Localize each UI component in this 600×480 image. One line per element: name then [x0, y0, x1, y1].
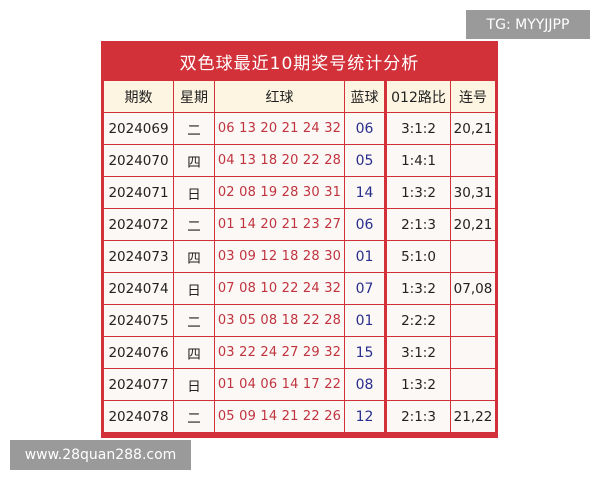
- consecutive-cell: [450, 304, 496, 337]
- red-balls-cell: 03 22 24 27 29 32: [214, 336, 345, 369]
- issue-cell: 2024069: [103, 112, 174, 145]
- weekday-cell: 二: [173, 112, 215, 145]
- weekday-cell: 日: [173, 176, 215, 209]
- consecutive-cell: [450, 240, 496, 273]
- weekday-cell: 二: [173, 400, 215, 433]
- blue-ball-cell: 15: [344, 336, 386, 369]
- consecutive-cell: 20,21: [450, 112, 496, 145]
- table-row: 2024071 日 02 08 19 28 30 31 14 1:3:2 30,31: [103, 176, 496, 209]
- table-title: 双色球最近10期奖号统计分析: [179, 54, 420, 74]
- red-balls-cell: 03 09 12 18 28 30: [214, 240, 345, 273]
- table-row: 2024077 日 01 04 06 14 17 22 08 1:3:2: [103, 368, 496, 401]
- weekday-cell: 四: [173, 144, 215, 177]
- blue-ball-cell: 08: [344, 368, 386, 401]
- issue-cell: 2024076: [103, 336, 174, 369]
- blue-ball-cell: 01: [344, 240, 386, 273]
- issue-cell: 2024078: [103, 400, 174, 433]
- weekday-cell: 二: [173, 304, 215, 337]
- header-red-balls: 红球: [214, 80, 345, 113]
- consecutive-cell: [450, 144, 496, 177]
- table-row: 2024073 四 03 09 12 18 28 30 01 5:1:0: [103, 240, 496, 273]
- issue-cell: 2024073: [103, 240, 174, 273]
- ratio-cell: 1:3:2: [384, 368, 451, 401]
- weekday-cell: 日: [173, 368, 215, 401]
- consecutive-cell: [450, 368, 496, 401]
- blue-ball-cell: 14: [344, 176, 386, 209]
- ratio-cell: 1:4:1: [384, 144, 451, 177]
- red-balls-cell: 03 05 08 18 22 28: [214, 304, 345, 337]
- red-balls-cell: 01 14 20 21 23 27: [214, 208, 345, 241]
- header-row: 期数 星期 红球 蓝球 012路比 连号: [103, 80, 496, 113]
- ratio-cell: 1:3:2: [384, 272, 451, 305]
- issue-cell: 2024070: [103, 144, 174, 177]
- table-row: 2024070 四 04 13 18 20 22 28 05 1:4:1: [103, 144, 496, 177]
- red-balls-cell: 06 13 20 21 24 32: [214, 112, 345, 145]
- weekday-cell: 二: [173, 208, 215, 241]
- watermark-bottom: www.28quan288.com: [10, 440, 191, 470]
- issue-cell: 2024077: [103, 368, 174, 401]
- ratio-cell: 2:2:2: [384, 304, 451, 337]
- ratio-cell: 3:1:2: [384, 112, 451, 145]
- blue-ball-cell: 01: [344, 304, 386, 337]
- header-issue: 期数: [103, 80, 174, 113]
- issue-cell: 2024072: [103, 208, 174, 241]
- header-blue-ball: 蓝球: [344, 80, 386, 113]
- weekday-cell: 四: [173, 336, 215, 369]
- red-balls-cell: 01 04 06 14 17 22: [214, 368, 345, 401]
- ratio-cell: 2:1:3: [384, 400, 451, 433]
- blue-ball-cell: 06: [344, 112, 386, 145]
- consecutive-cell: 20,21: [450, 208, 496, 241]
- blue-ball-cell: 06: [344, 208, 386, 241]
- red-balls-cell: 04 13 18 20 22 28: [214, 144, 345, 177]
- issue-cell: 2024074: [103, 272, 174, 305]
- consecutive-cell: 30,31: [450, 176, 496, 209]
- blue-ball-cell: 12: [344, 400, 386, 433]
- table-row: 2024075 二 03 05 08 18 22 28 01 2:2:2: [103, 304, 496, 337]
- red-balls-cell: 02 08 19 28 30 31: [214, 176, 345, 209]
- header-012-ratio: 012路比: [384, 80, 451, 113]
- consecutive-cell: 07,08: [450, 272, 496, 305]
- table-row: 2024074 日 07 08 10 22 24 32 07 1:3:2 07,08: [103, 272, 496, 305]
- watermark-top: TG: MYYJJPP: [466, 10, 590, 39]
- consecutive-cell: [450, 336, 496, 369]
- blue-ball-cell: 05: [344, 144, 386, 177]
- weekday-cell: 日: [173, 272, 215, 305]
- table-row: 2024072 二 01 14 20 21 23 27 06 2:1:3 20,21: [103, 208, 496, 241]
- ratio-cell: 2:1:3: [384, 208, 451, 241]
- issue-cell: 2024071: [103, 176, 174, 209]
- header-consecutive: 连号: [450, 80, 496, 113]
- blue-ball-cell: 07: [344, 272, 386, 305]
- table-row: 2024069 二 06 13 20 21 24 32 06 3:1:2 20,21: [103, 112, 496, 145]
- ratio-cell: 5:1:0: [384, 240, 451, 273]
- ratio-cell: 3:1:2: [384, 336, 451, 369]
- ratio-cell: 1:3:2: [384, 176, 451, 209]
- issue-cell: 2024075: [103, 304, 174, 337]
- table-row: 2024078 二 05 09 14 21 22 26 12 2:1:3 21,22: [103, 400, 496, 433]
- lottery-stats-table: 双色球最近10期奖号统计分析 期数 星期 红球 蓝球 012路比 连号 2024…: [101, 41, 498, 438]
- red-balls-cell: 05 09 14 21 22 26: [214, 400, 345, 433]
- header-weekday: 星期: [173, 80, 215, 113]
- consecutive-cell: 21,22: [450, 400, 496, 433]
- table-row: 2024076 四 03 22 24 27 29 32 15 3:1:2: [103, 336, 496, 369]
- weekday-cell: 四: [173, 240, 215, 273]
- red-balls-cell: 07 08 10 22 24 32: [214, 272, 345, 305]
- results-table: 期数 星期 红球 蓝球 012路比 连号 2024069 二 06 13 20 21…: [103, 80, 496, 433]
